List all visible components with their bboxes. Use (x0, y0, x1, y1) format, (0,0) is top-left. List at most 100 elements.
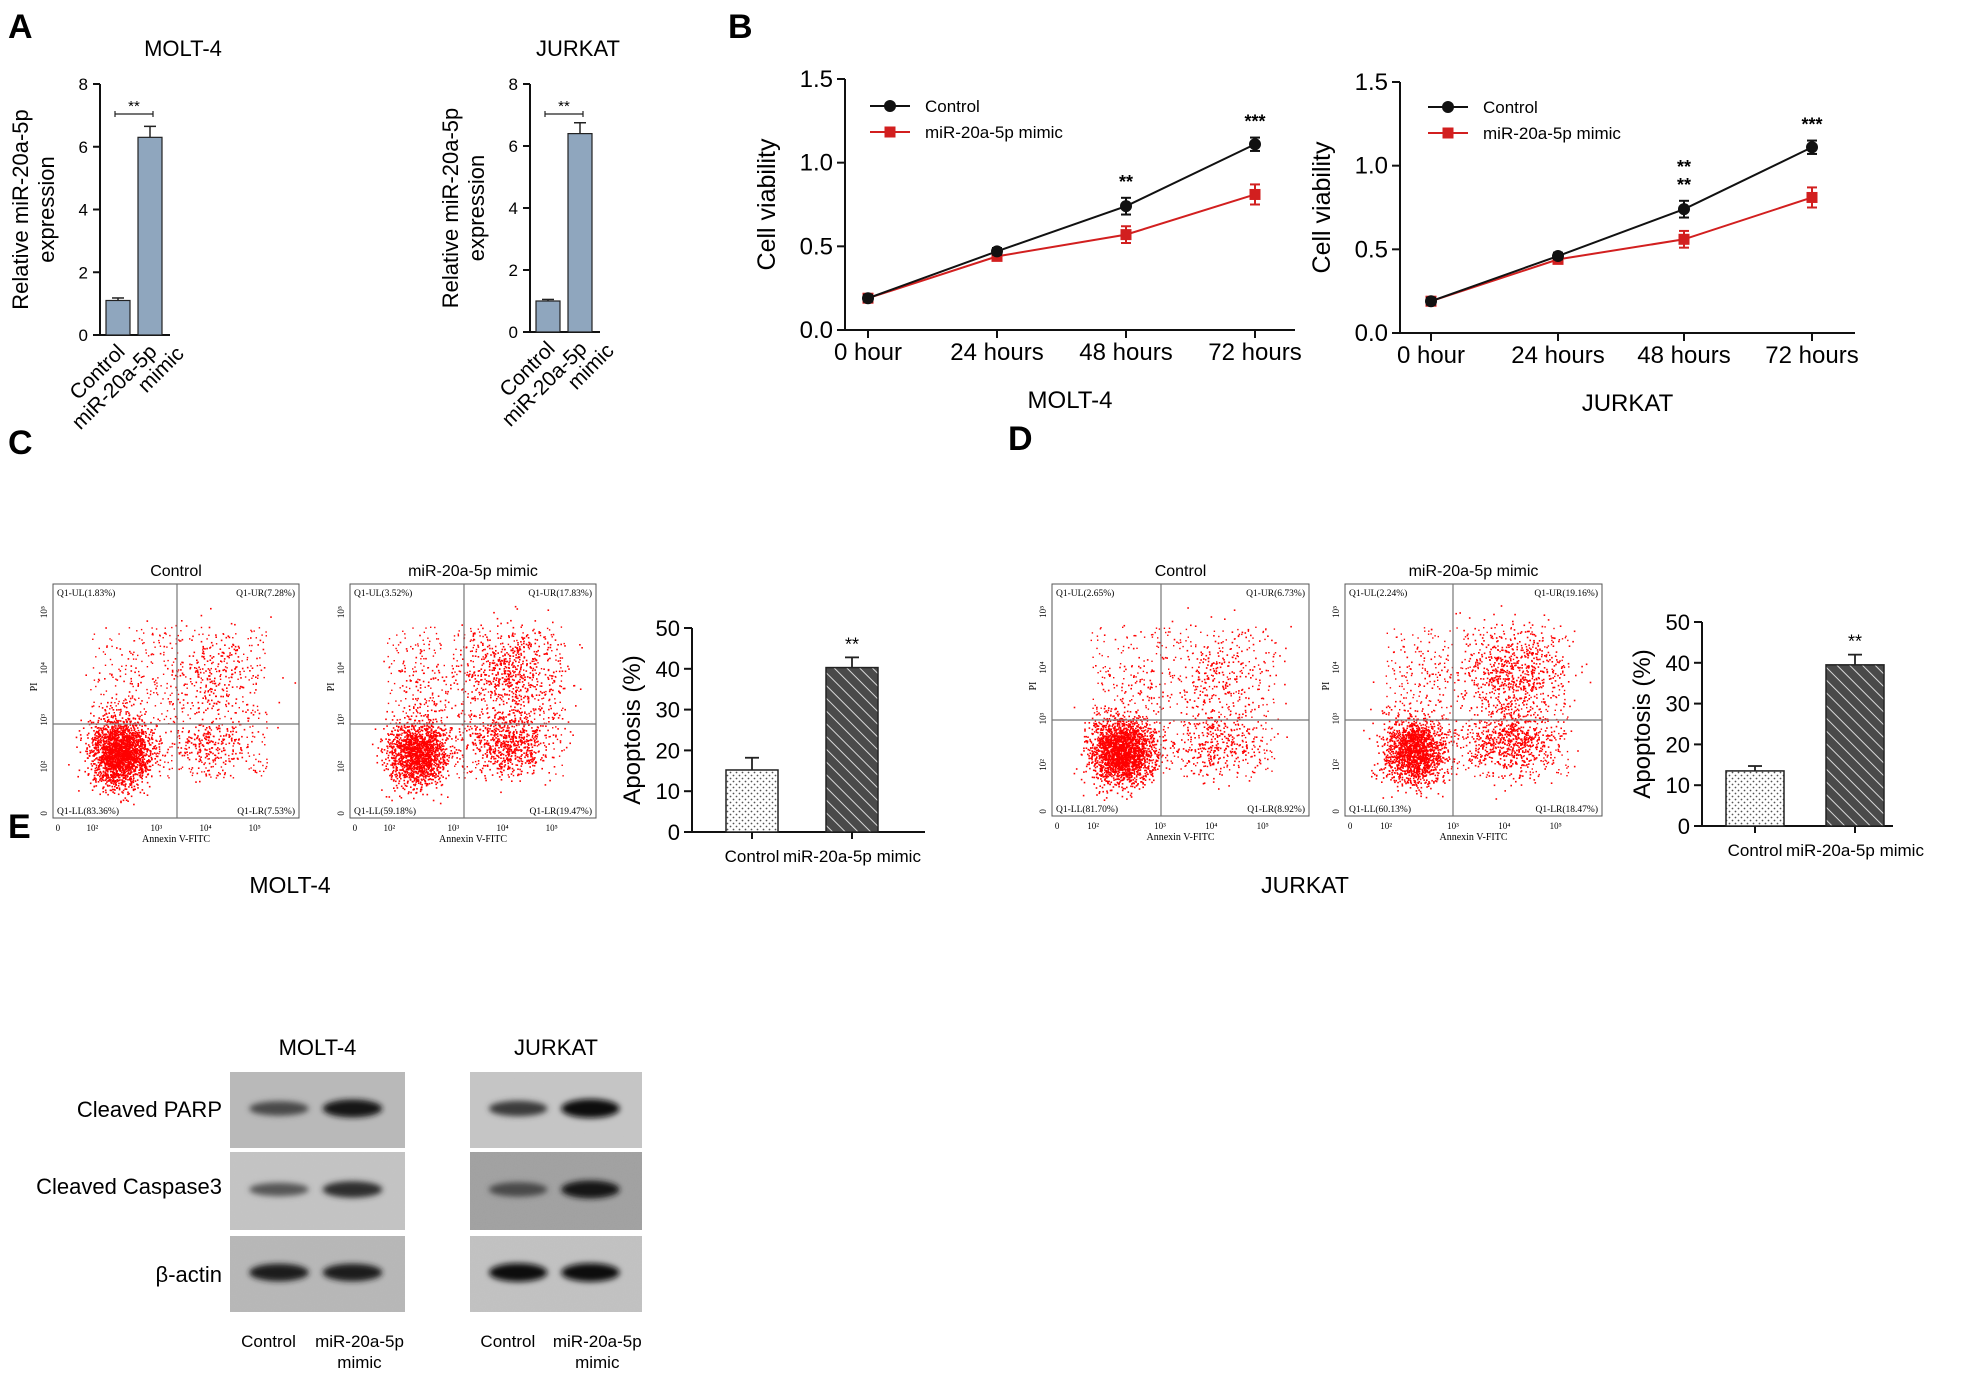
flow-event (100, 728, 102, 730)
flow-event (409, 719, 411, 721)
flow-event (247, 744, 248, 745)
y-tick-label: 8 (79, 75, 88, 94)
flow-event (223, 762, 225, 764)
flow-event (435, 776, 437, 778)
flow-event (245, 711, 247, 713)
flow-event (381, 740, 383, 742)
flow-event (138, 684, 139, 685)
flow-event (413, 727, 415, 729)
flow-event (112, 791, 114, 793)
flow-event (141, 730, 142, 731)
flow-event (422, 720, 424, 722)
flow-event (216, 685, 218, 687)
flow-event (113, 715, 115, 717)
flow-event (119, 779, 121, 781)
flow-event (424, 780, 426, 782)
flow-event (218, 713, 220, 715)
flow-event (167, 749, 169, 751)
flow-event (220, 674, 221, 675)
flow-event (98, 727, 100, 729)
flow-event (446, 755, 448, 757)
y-axis-label: expression (464, 155, 489, 261)
flow-event (422, 751, 424, 753)
flow-event (112, 736, 114, 738)
flow-event (223, 634, 224, 635)
flow-event (181, 692, 183, 694)
flow-event (104, 718, 106, 720)
flow-event (134, 789, 136, 791)
flow-event (135, 740, 137, 742)
flow-event (107, 731, 109, 733)
flow-event (126, 788, 128, 790)
flow-event (97, 769, 98, 770)
flow-event (179, 735, 181, 737)
flow-event (169, 701, 171, 703)
flow-event (107, 716, 109, 718)
flow-event (194, 685, 195, 686)
flow-event (436, 754, 438, 756)
flow-event (121, 654, 123, 656)
flow-event (157, 677, 158, 678)
flow-event (68, 764, 70, 766)
flow-event (430, 763, 432, 765)
flow-event (151, 627, 152, 628)
flow-event (200, 760, 202, 762)
flow-event (202, 679, 204, 681)
flow-event (250, 767, 251, 768)
flow-event (154, 647, 155, 648)
flow-event (399, 776, 401, 778)
flow-event (87, 767, 89, 769)
flow-event (399, 745, 401, 747)
flow-event (121, 728, 123, 730)
flow-event (439, 752, 441, 754)
flow-event (118, 756, 120, 758)
flow-event (199, 755, 201, 757)
flow-x-tick-label: 0 (56, 823, 61, 833)
flow-event (219, 773, 221, 775)
flow-event (435, 719, 437, 721)
flow-event (120, 648, 122, 650)
y-tick-label: 1.5 (1355, 69, 1388, 96)
flow-event (122, 730, 124, 732)
flow-event (112, 717, 114, 719)
flow-event (421, 738, 423, 740)
flow-event (155, 748, 157, 750)
y-tick-label: 4 (509, 199, 518, 218)
flow-event (139, 736, 141, 738)
flow-event (146, 751, 148, 753)
flow-event (209, 670, 211, 672)
flow-event (186, 694, 188, 696)
flow-event (114, 702, 115, 703)
flow-event (199, 781, 201, 783)
flow-event (147, 728, 149, 730)
flow-event (438, 773, 440, 775)
flow-event (140, 748, 142, 750)
flow-event (225, 671, 226, 672)
legend-marker (1442, 101, 1454, 113)
flow-event (452, 746, 454, 748)
flow-event (100, 719, 102, 721)
flow-event (242, 711, 244, 713)
flow-event (223, 653, 225, 655)
flow-event (107, 775, 109, 777)
flow-event (158, 640, 159, 641)
flow-event (141, 715, 142, 716)
flow-event (400, 737, 402, 739)
quadrant-label-ll: Q1-LL(83.36%) (57, 806, 119, 817)
flow-event (459, 758, 461, 760)
panel-letter-c: C (8, 424, 33, 462)
flow-event (122, 774, 124, 776)
flow-event (186, 625, 188, 627)
flow-event (196, 712, 198, 714)
flow-event (117, 748, 119, 750)
flow-event (178, 694, 179, 695)
flow-event (407, 730, 409, 732)
flow-event (431, 754, 433, 756)
flow-event (407, 751, 409, 753)
flow-event (209, 703, 211, 705)
flow-event (188, 730, 190, 732)
flow-event (133, 652, 134, 653)
flow-event (193, 744, 195, 746)
flow-event (152, 735, 153, 736)
flow-event (204, 771, 205, 772)
